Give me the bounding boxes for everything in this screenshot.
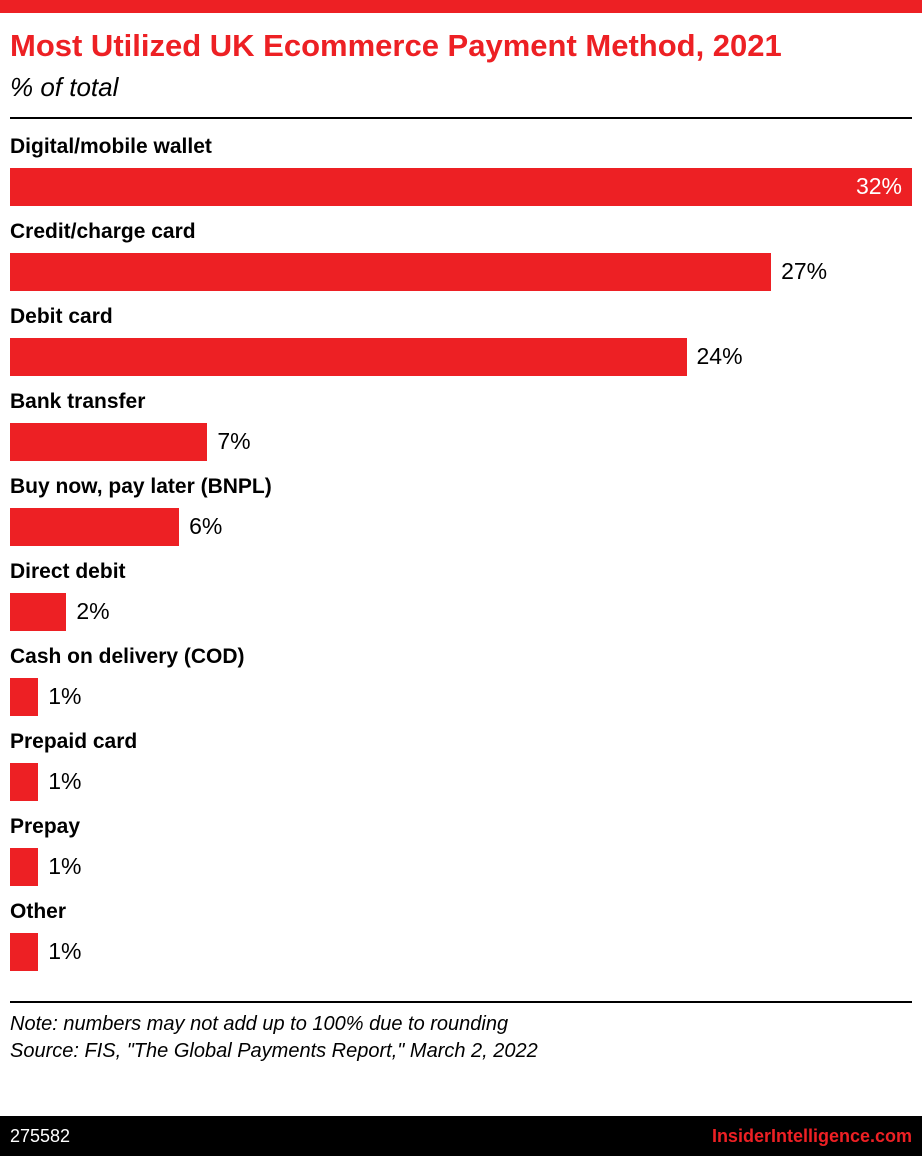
chart-notes: Note: numbers may not add up to 100% due…: [10, 1011, 912, 1065]
value-label: 2%: [76, 598, 110, 625]
bar-line: 1%: [10, 762, 912, 801]
value-label: 1%: [48, 853, 82, 880]
header-divider: [10, 116, 912, 119]
value-label: 1%: [48, 938, 82, 965]
chart-row: Debit card 24%: [10, 304, 912, 376]
bar: [10, 932, 39, 971]
bar: [10, 592, 67, 631]
category-label: Buy now, pay later (BNPL): [10, 474, 272, 498]
bar-line: 32%: [10, 167, 912, 206]
bar-line: 24%: [10, 337, 912, 376]
chart-row: Cash on delivery (COD) 1%: [10, 644, 912, 716]
category-label: Debit card: [10, 304, 113, 328]
chart-row: Prepay 1%: [10, 814, 912, 886]
chart-subtitle: % of total: [10, 71, 119, 102]
category-label: Prepaid card: [10, 729, 138, 753]
bar-chart: Digital/mobile wallet 32% Credit/charge ca…: [10, 121, 912, 971]
bar-line: 7%: [10, 422, 912, 461]
category-label: Digital/mobile wallet: [10, 134, 212, 158]
chart-id: 275582: [10, 1125, 71, 1146]
note-text: Note: numbers may not add up to 100% due…: [10, 1012, 509, 1035]
value-label: 27%: [781, 258, 828, 285]
value-label: 6%: [189, 513, 223, 540]
chart-row: Credit/charge card 27%: [10, 219, 912, 291]
bar-line: 6%: [10, 507, 912, 546]
category-label: Cash on delivery (COD): [10, 644, 245, 668]
bar-line: 1%: [10, 847, 912, 886]
bar-line: 1%: [10, 932, 912, 971]
bar-line: 2%: [10, 592, 912, 631]
category-label: Credit/charge card: [10, 219, 196, 243]
bar: [10, 422, 208, 461]
chart-content: Most Utilized UK Ecommerce Payment Metho…: [0, 13, 922, 1116]
value-label: 24%: [696, 343, 743, 370]
chart-row: Prepaid card 1%: [10, 729, 912, 801]
source-text: Source: FIS, "The Global Payments Report…: [10, 1039, 538, 1062]
value-label: 1%: [48, 768, 82, 795]
chart-row: Direct debit 2%: [10, 559, 912, 631]
bar-line: 1%: [10, 677, 912, 716]
brand-link[interactable]: InsiderIntelligence.com: [711, 1125, 912, 1146]
chart-title: Most Utilized UK Ecommerce Payment Metho…: [10, 28, 782, 63]
chart-row: Bank transfer 7%: [10, 389, 912, 461]
bar: [10, 252, 772, 291]
value-label: 32%: [855, 173, 902, 200]
chart-row: Buy now, pay later (BNPL) 6%: [10, 474, 912, 546]
category-label: Other: [10, 899, 67, 923]
category-label: Prepay: [10, 814, 81, 838]
bar: [10, 507, 180, 546]
value-label: 7%: [217, 428, 251, 455]
top-accent-strip: [0, 0, 922, 13]
bar: [10, 847, 39, 886]
chart-row: Other 1%: [10, 899, 912, 971]
footer-bar: 275582 InsiderIntelligence.com: [0, 1116, 922, 1156]
bar: 32%: [10, 167, 912, 206]
value-label: 1%: [48, 683, 82, 710]
category-label: Direct debit: [10, 559, 126, 583]
footer-divider: [10, 1000, 912, 1003]
bar-line: 27%: [10, 252, 912, 291]
category-label: Bank transfer: [10, 389, 146, 413]
bar: [10, 337, 687, 376]
chart-row: Digital/mobile wallet 32%: [10, 134, 912, 206]
bar: [10, 762, 39, 801]
bar: [10, 677, 39, 716]
